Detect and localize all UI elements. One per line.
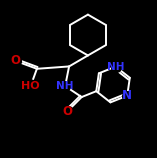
Text: O: O <box>62 105 73 118</box>
Text: NH: NH <box>56 81 74 91</box>
Text: HO: HO <box>21 81 40 91</box>
Text: O: O <box>11 55 21 67</box>
Text: NH: NH <box>107 62 124 72</box>
Text: N: N <box>122 89 132 102</box>
